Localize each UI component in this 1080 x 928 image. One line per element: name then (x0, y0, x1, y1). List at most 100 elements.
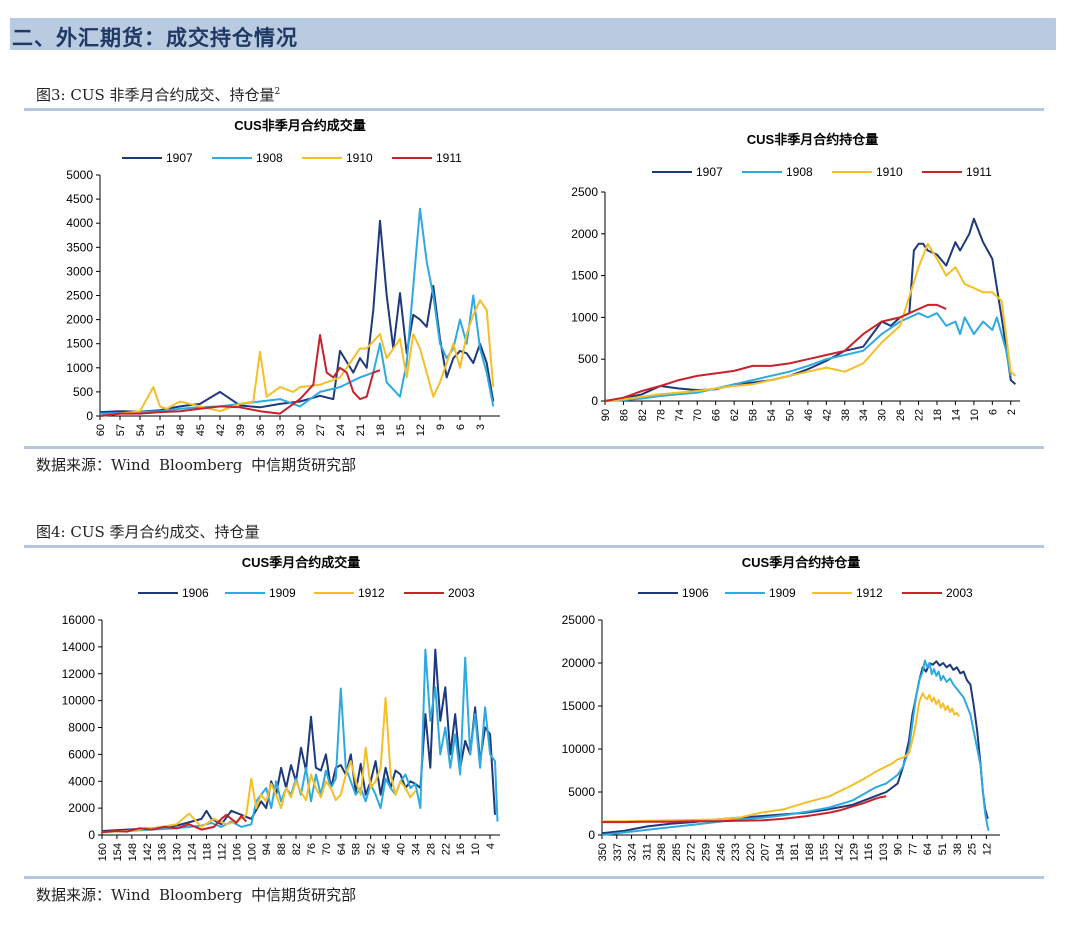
x-tick-label: 207 (760, 843, 772, 861)
x-tick-label: 82 (291, 843, 303, 855)
y-tick-label: 500 (578, 352, 598, 366)
x-tick-label: 86 (618, 409, 630, 421)
x-tick-label: 88 (276, 843, 288, 855)
x-tick-label: 18 (375, 424, 387, 436)
y-tick-label: 8000 (68, 721, 95, 735)
figure-3-footnote-mark: 2 (274, 87, 281, 97)
y-tick-label: 1000 (66, 361, 93, 375)
series-line-1908 (604, 312, 1012, 402)
x-tick-label: 129 (848, 843, 860, 861)
x-tick-label: 42 (821, 409, 833, 421)
x-tick-label: 57 (115, 424, 127, 436)
x-tick-label: 52 (366, 843, 378, 855)
y-tick-label: 1500 (571, 269, 598, 283)
series-line-1912 (101, 696, 417, 834)
x-tick-label: 90 (600, 409, 612, 421)
x-tick-label: 10 (969, 409, 981, 421)
x-tick-label: 26 (895, 409, 907, 421)
figure-4-source: 数据来源：Wind Bloomberg 中信期货研究部 (36, 886, 357, 904)
x-tick-label: 194 (774, 843, 786, 861)
series-line-2003 (602, 795, 887, 824)
x-tick-label: 15 (395, 424, 407, 436)
x-tick-label: 246 (715, 843, 727, 861)
series-line-1908 (99, 207, 495, 415)
x-tick-label: 100 (246, 843, 258, 861)
x-tick-label: 62 (729, 409, 741, 421)
x-tick-label: 25 (967, 843, 979, 855)
x-tick-label: 77 (907, 843, 919, 855)
x-tick-label: 70 (321, 843, 333, 855)
chart-quarterly-open-interest: CUS季月合约持仓量 1906 1909 1912 2003 0 5000 10000 1500… (562, 555, 1000, 861)
chart-title: CUS非季月合约持仓量 (747, 132, 878, 147)
chart-title: CUS季月合约持仓量 (742, 555, 860, 570)
x-tick-label: 6 (987, 409, 999, 415)
x-tick-label: 168 (804, 843, 816, 861)
y-tick-label: 2500 (66, 289, 93, 303)
x-tick-label: 3 (475, 424, 487, 430)
x-tick-label: 22 (914, 409, 926, 421)
chart-nonquarterly-volume: CUS非季月合约成交量 1907 1908 1910 1911 0 500 1000 1500 2… (66, 118, 500, 436)
x-tick-label: 4 (485, 843, 497, 849)
x-tick-label: 103 (878, 843, 890, 861)
x-tick-label: 24 (335, 424, 347, 436)
x-tick-label: 36 (255, 424, 267, 436)
x-tick-label: 21 (355, 424, 367, 436)
x-tick-label: 78 (655, 409, 667, 421)
x-tick-label: 70 (692, 409, 704, 421)
y-tick-label: 2500 (571, 185, 598, 199)
x-tick-label: 51 (155, 424, 167, 436)
y-tick-label: 4000 (68, 774, 95, 788)
y-tick-label: 1000 (571, 310, 598, 324)
x-tick-label: 272 (686, 843, 698, 861)
figure-4-title-text: 图4: CUS 季月合约成交、持仓量 (36, 523, 260, 541)
x-tick-label: 38 (952, 843, 964, 855)
x-tick-label: 42 (215, 424, 227, 436)
x-tick-label: 155 (819, 843, 831, 861)
y-tick-label: 4000 (66, 216, 93, 230)
x-tick-label: 46 (381, 843, 393, 855)
y-tick-label: 14000 (62, 640, 96, 654)
chart-title: CUS非季月合约成交量 (234, 118, 365, 133)
x-tick-label: 106 (231, 843, 243, 861)
x-tick-label: 9 (435, 424, 447, 430)
x-tick-label: 12 (415, 424, 427, 436)
y-tick-label: 5000 (66, 168, 93, 182)
x-tick-label: 48 (175, 424, 187, 436)
x-tick-label: 38 (840, 409, 852, 421)
y-tick-label: 0 (86, 409, 93, 423)
legend-label-1910: 1910 (876, 165, 903, 179)
y-tick-label: 6000 (68, 747, 95, 761)
x-tick-label: 2 (1006, 409, 1018, 415)
x-tick-label: 18 (932, 409, 944, 421)
chart-title: CUS季月合约成交量 (242, 555, 360, 570)
x-tick-label: 259 (700, 843, 712, 861)
x-tick-label: 33 (275, 424, 287, 436)
y-tick-label: 2000 (66, 313, 93, 327)
x-tick-label: 64 (922, 843, 934, 855)
figure-4-top-rule (24, 545, 1044, 548)
x-tick-label: 324 (627, 843, 639, 861)
series-line-1910 (99, 299, 495, 417)
x-tick-label: 10 (470, 843, 482, 855)
x-tick-label: 76 (306, 843, 318, 855)
y-tick-label: 0 (88, 828, 95, 842)
y-tick-label: 15000 (562, 699, 596, 713)
x-tick-label: 136 (157, 843, 169, 861)
section-header-bar (10, 18, 1056, 50)
x-tick-label: 30 (295, 424, 307, 436)
x-tick-label: 34 (410, 843, 422, 855)
x-tick-label: 337 (612, 843, 624, 861)
series-line-1909 (601, 659, 990, 836)
x-tick-label: 27 (315, 424, 327, 436)
legend-label-1909: 1909 (269, 586, 296, 600)
y-tick-label: 4500 (66, 192, 93, 206)
x-tick-label: 350 (597, 843, 609, 861)
x-tick-label: 118 (201, 843, 213, 861)
x-tick-label: 54 (766, 409, 778, 421)
x-tick-label: 66 (711, 409, 723, 421)
x-tick-label: 40 (396, 843, 408, 855)
y-tick-label: 20000 (562, 656, 596, 670)
legend-label-2003: 2003 (448, 586, 475, 600)
series-line-1910 (604, 242, 1017, 402)
series-line-1911 (99, 334, 381, 417)
